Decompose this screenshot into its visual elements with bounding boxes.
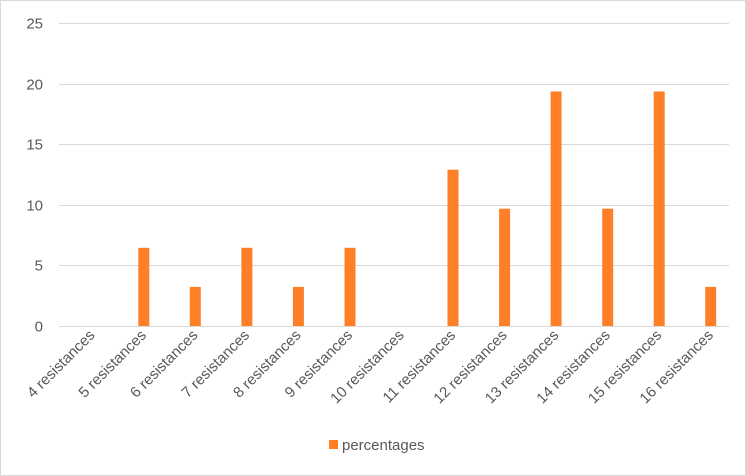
y-tick-label: 10 [26,198,43,215]
legend-swatch [329,440,338,449]
bar [292,286,304,326]
bar [499,208,511,326]
bar [241,247,253,326]
y-tick-label: 20 [26,77,43,94]
bar [344,247,356,326]
bar [550,91,562,326]
gridlines [59,23,729,327]
legend: percentages [329,437,425,454]
bar [447,169,459,326]
bar [705,286,717,326]
bars [138,91,717,326]
bar [138,247,150,326]
bar [602,208,614,326]
bar [653,91,665,326]
legend-label: percentages [342,437,425,454]
y-tick-label: 5 [35,258,43,275]
y-tick-label: 25 [26,16,43,33]
y-tick-label: 0 [35,319,43,336]
y-axis-ticks: 0 5 10 15 20 25 [26,16,43,336]
bar [189,286,201,326]
y-tick-label: 15 [26,137,43,154]
